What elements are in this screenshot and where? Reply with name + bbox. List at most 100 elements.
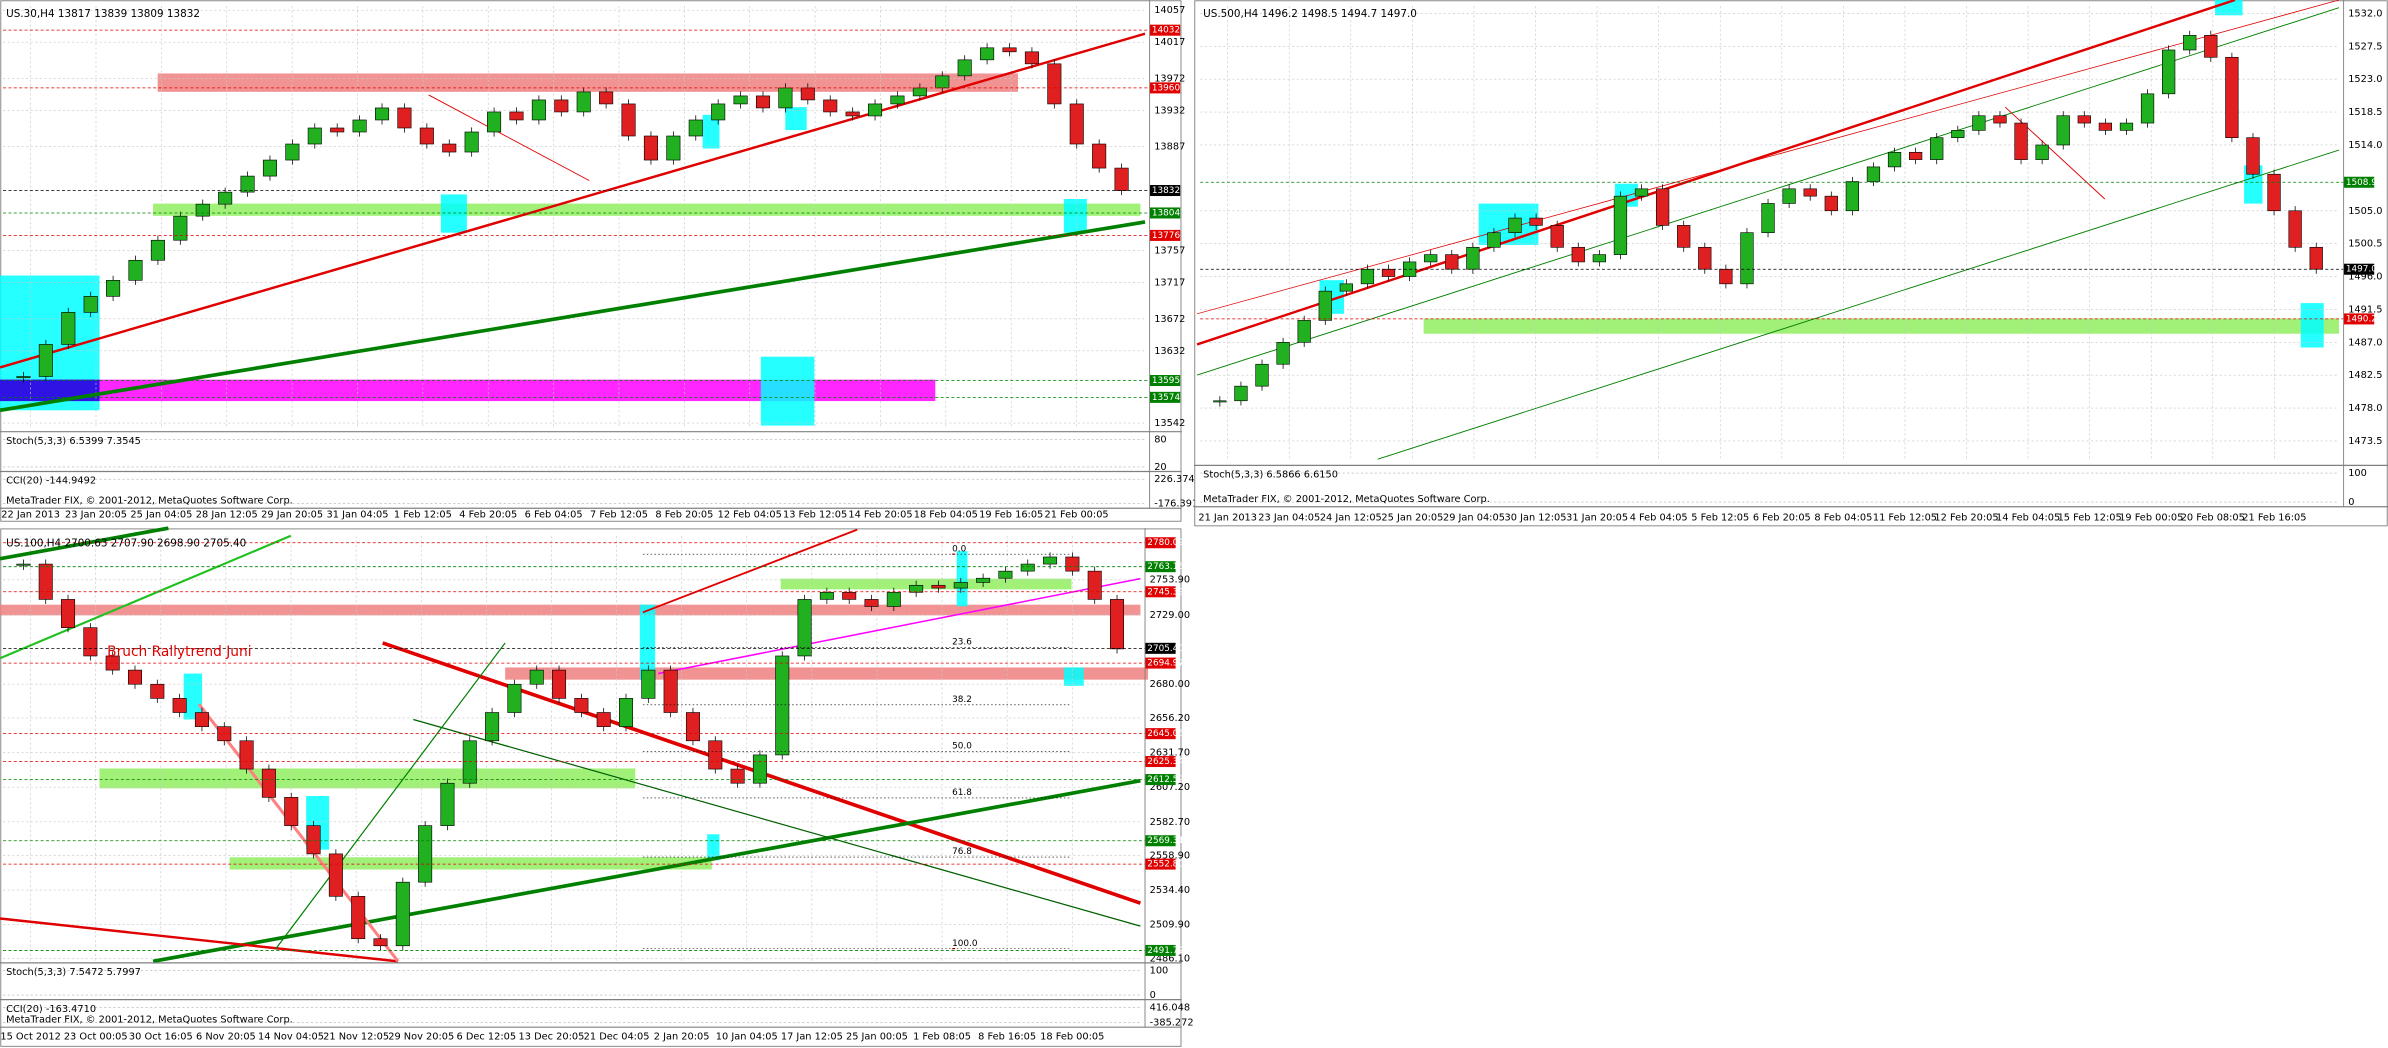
y-tick-label: 2729.00 — [1150, 610, 1190, 621]
date-label: 5 Feb 12:05 — [1691, 512, 1749, 523]
fib-label: 61.8 — [952, 788, 972, 798]
price-tag — [1145, 774, 1176, 786]
price-tag — [1145, 642, 1176, 654]
chart-frame — [1194, 0, 2388, 527]
y-tick-label: 1482.5 — [2348, 370, 2382, 381]
candle — [306, 825, 321, 855]
trend-line — [275, 642, 506, 950]
candle — [1110, 599, 1125, 650]
candle — [576, 91, 591, 113]
candle — [38, 563, 53, 600]
date-label: 6 Feb 04:05 — [525, 509, 583, 520]
candle — [730, 768, 745, 784]
candle — [909, 584, 924, 593]
trend-line — [1196, 0, 2236, 346]
price-tag-text: 13804 — [1152, 208, 1181, 218]
candle — [752, 754, 767, 784]
candle — [842, 592, 857, 600]
candle — [16, 563, 31, 566]
candle — [127, 669, 143, 685]
candle — [1613, 195, 1628, 255]
candle — [1255, 363, 1269, 387]
y-tick-label: 2558.90 — [1150, 850, 1190, 861]
candle — [172, 698, 187, 713]
fib-label: 100.0 — [952, 939, 978, 949]
date-label: 12 Feb 20:05 — [1934, 512, 1998, 523]
date-label: 29 Jan 20:05 — [261, 509, 323, 520]
zone — [785, 107, 807, 131]
date-label: 25 Jan 00:05 — [846, 1031, 908, 1042]
candle — [373, 938, 388, 947]
candle — [886, 592, 901, 607]
date-label: 6 Dec 12:05 — [457, 1031, 517, 1042]
trend-line — [2004, 106, 2106, 200]
candle — [1381, 268, 1396, 277]
y-tick-label: 1532.0 — [2348, 8, 2382, 19]
zone — [157, 73, 1018, 92]
candle — [733, 95, 748, 105]
date-label: 18 Feb 04:05 — [914, 509, 978, 520]
candle — [16, 376, 31, 379]
date-label: 21 Feb 16:05 — [2242, 512, 2306, 523]
candle — [418, 825, 433, 883]
date-label: 4 Feb 04:05 — [1630, 512, 1688, 523]
y-tick-label: 13932 — [1154, 105, 1185, 116]
candle — [61, 599, 76, 628]
date-label: 29 Nov 20:05 — [388, 1031, 454, 1042]
date-label: 23 Jan 20:05 — [65, 509, 127, 520]
y-tick-label: 13887 — [1154, 141, 1185, 152]
candle — [285, 143, 300, 161]
trend-line — [1196, 0, 2340, 315]
trend-line — [0, 220, 1146, 413]
indicator-tick: 226.374 — [1154, 474, 1194, 485]
candle — [957, 59, 972, 77]
zone — [760, 356, 815, 426]
candle — [2077, 115, 2091, 124]
candle — [864, 599, 879, 607]
candle — [485, 712, 500, 742]
date-label: 15 Feb 12:05 — [2058, 512, 2122, 523]
candle — [1887, 151, 1902, 168]
candle — [419, 127, 434, 145]
price-tag-text: 2569.31 — [1147, 836, 1184, 846]
candle — [1466, 246, 1480, 270]
candle — [2309, 246, 2323, 270]
date-label: 8 Feb 16:05 — [978, 1031, 1036, 1042]
candle — [1092, 143, 1107, 169]
candle — [261, 768, 276, 798]
candle — [1276, 342, 1290, 365]
candle — [797, 599, 812, 657]
trend-line — [0, 534, 292, 660]
trend-line — [0, 32, 1146, 369]
candle — [1087, 570, 1102, 600]
y-tick-label: 13632 — [1154, 346, 1185, 357]
date-label: 21 Nov 12:05 — [323, 1031, 389, 1042]
indicator-tick: -176.391 — [1154, 499, 1198, 510]
candle — [2056, 115, 2070, 146]
candle — [1592, 254, 1606, 263]
candle — [106, 280, 121, 297]
candle — [554, 99, 569, 113]
trend-line — [152, 778, 1141, 964]
candle — [2098, 122, 2113, 131]
date-label: 15 Oct 2012 — [0, 1031, 60, 1042]
y-tick-label: 2680.00 — [1150, 679, 1190, 690]
y-tick-label: 2753.90 — [1150, 575, 1190, 586]
candle — [529, 669, 544, 685]
candle — [150, 683, 165, 699]
y-tick-label: 2631.70 — [1150, 748, 1190, 759]
candle — [262, 159, 277, 177]
indicator-label: Stoch(5,3,3) 6.5866 6.6150 — [1203, 470, 1338, 481]
y-tick-label: 1505.0 — [2348, 206, 2382, 217]
date-label: 21 Jan 2013 — [1198, 512, 1257, 523]
symbol-info: US.30,H4 13817 13839 13809 13832 — [6, 8, 200, 20]
candle — [1114, 167, 1129, 191]
indicator-tick: 80 — [1154, 434, 1166, 445]
indicator-tick: 100 — [1150, 966, 1169, 977]
candle — [1845, 181, 1860, 212]
date-label: 31 Jan 04:05 — [327, 509, 389, 520]
candle — [328, 853, 343, 897]
copyright: MetaTrader FIX, © 2001-2012, MetaQuotes … — [6, 496, 293, 507]
price-tag — [1149, 185, 1181, 197]
candle — [1740, 232, 1754, 285]
